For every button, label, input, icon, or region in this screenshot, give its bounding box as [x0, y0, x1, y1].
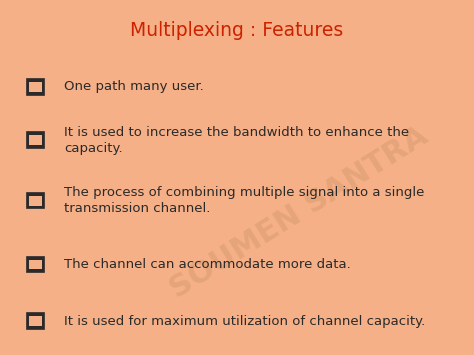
Text: One path many user.: One path many user. — [64, 81, 204, 93]
Bar — [27, 193, 44, 208]
Text: The process of combining multiple signal into a single
transmission channel.: The process of combining multiple signal… — [64, 186, 424, 215]
Bar — [29, 135, 42, 145]
Bar — [27, 79, 44, 95]
Bar — [27, 132, 44, 148]
Text: Multiplexing : Features: Multiplexing : Features — [130, 21, 344, 40]
Bar — [29, 196, 42, 206]
Text: SOUMEN SANTRA: SOUMEN SANTRA — [164, 122, 433, 304]
Text: It is used to increase the bandwidth to enhance the
capacity.: It is used to increase the bandwidth to … — [64, 126, 409, 155]
Text: It is used for maximum utilization of channel capacity.: It is used for maximum utilization of ch… — [64, 315, 425, 328]
Bar — [27, 313, 44, 329]
Text: The channel can accommodate more data.: The channel can accommodate more data. — [64, 258, 351, 271]
Bar — [27, 257, 44, 272]
Bar — [29, 260, 42, 269]
Bar — [29, 316, 42, 326]
Bar — [29, 82, 42, 92]
